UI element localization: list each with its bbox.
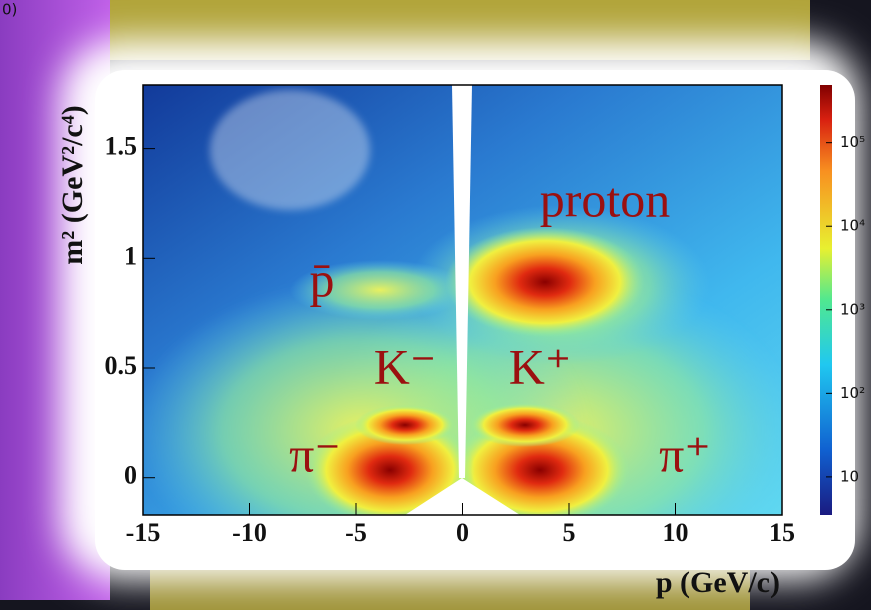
x-axis-label: p (GeV/c) [656,566,780,599]
corner-text: 0) [2,1,17,19]
x-tick-label: -5 [345,518,367,547]
particle-label: p̄ [310,251,335,307]
particle-label: proton [540,171,671,227]
particle-label: K⁻ [374,338,437,394]
x-tick-label: -15 [126,518,161,547]
colorbar-tick-label: 10 [840,467,859,485]
colorbar-tick-label: 10² [840,384,865,402]
y-tick-label: 0.5 [105,351,138,380]
colorbar-tick-label: 10⁵ [840,133,865,151]
colorbar-tick-label: 10⁴ [840,217,865,235]
x-tick-label: 15 [769,518,795,547]
x-tick-label: 10 [663,518,689,547]
colorbar [820,85,832,515]
y-tick-label: 0 [124,461,137,490]
colorbar-tick-label: 10³ [840,300,865,318]
y-axis-label: m² (GeV²/c⁴) [56,105,89,264]
x-tick-label: 5 [563,518,576,547]
y-tick-label: 1 [124,241,137,270]
page: 0) p (GeV/c) m² (GeV²/c⁴) -15-10-5051015… [0,0,871,610]
y-tick-label: 1.5 [105,132,138,161]
particle-label: K⁺ [509,338,572,394]
particle-label: π⁻ [289,426,341,482]
particle-label: π⁺ [659,426,711,482]
x-tick-label: 0 [456,518,469,547]
chart: 0) p (GeV/c) m² (GeV²/c⁴) -15-10-5051015… [0,0,871,610]
x-tick-label: -10 [232,518,267,547]
